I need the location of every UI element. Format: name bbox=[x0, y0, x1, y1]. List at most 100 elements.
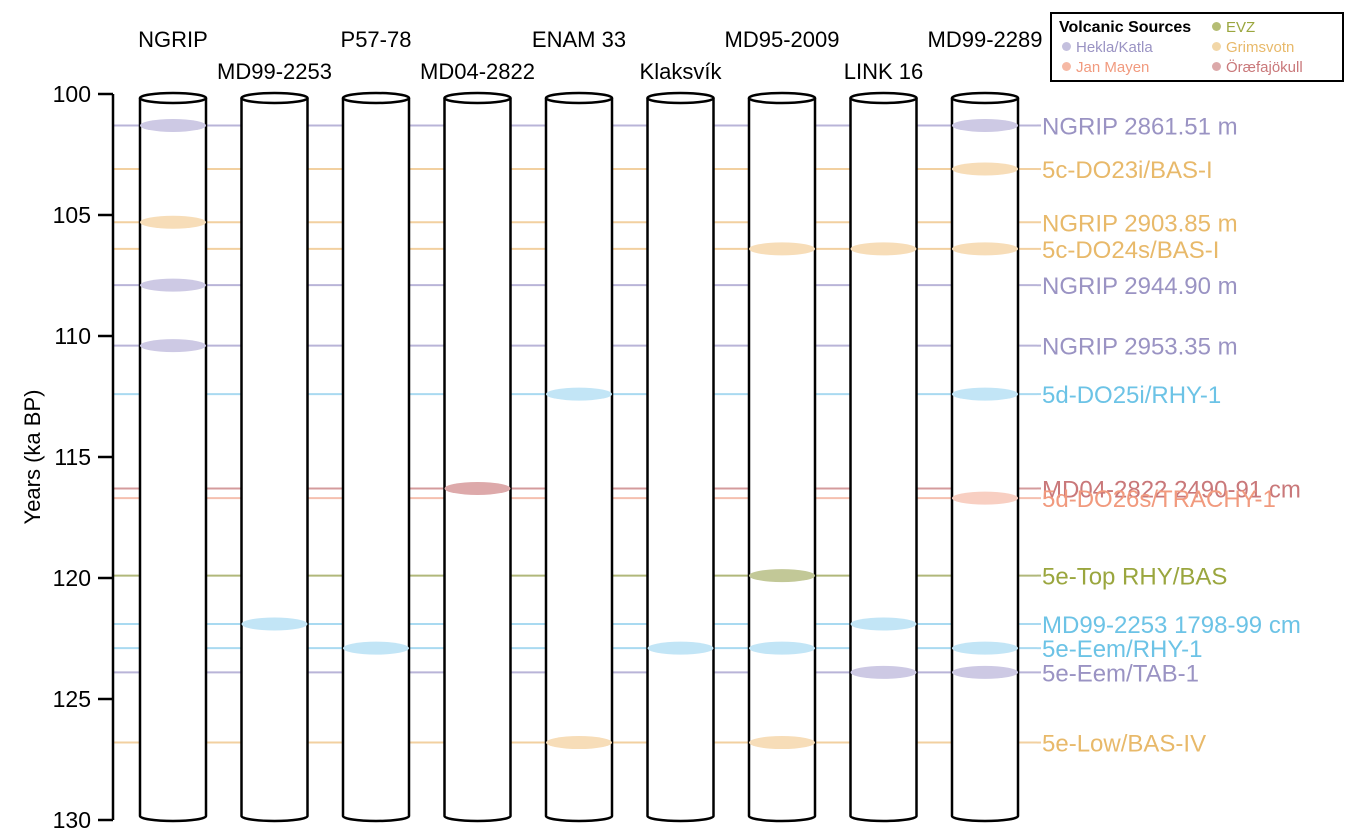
y-tick-label: 125 bbox=[53, 686, 91, 712]
tephra-marker bbox=[952, 162, 1018, 176]
legend-dot-icon bbox=[1212, 62, 1221, 71]
core-columns bbox=[138, 91, 1020, 823]
core-title: NGRIP bbox=[138, 27, 208, 52]
legend-item-oraefajokull: Öræfajökull bbox=[1212, 59, 1303, 76]
core-title: ENAM 33 bbox=[532, 27, 626, 52]
core-column bbox=[240, 91, 309, 823]
core-column bbox=[849, 91, 918, 823]
core-body bbox=[646, 98, 715, 823]
core-column bbox=[950, 91, 1020, 823]
tephra-label: 5e-Low/BAS-IV bbox=[1042, 731, 1206, 758]
tephra-marker bbox=[546, 736, 612, 750]
core-body bbox=[240, 98, 309, 823]
tephra-label: 5d-DO26s/TRACHY-1 bbox=[1042, 486, 1276, 513]
core-column bbox=[747, 91, 817, 823]
legend-label: Hekla/Katla bbox=[1076, 39, 1153, 56]
core-body bbox=[849, 98, 918, 823]
tephra-marker bbox=[343, 641, 409, 655]
core-top-cap bbox=[646, 91, 715, 105]
tephra-label: MD99-2253 1798-99 cm bbox=[1042, 612, 1301, 639]
tephra-label: 5e-Eem/RHY-1 bbox=[1042, 636, 1203, 663]
tephra-label: 5e-Top RHY/BAS bbox=[1042, 564, 1227, 591]
core-title: MD95-2009 bbox=[725, 27, 840, 52]
core-title: MD04-2822 bbox=[420, 59, 535, 84]
tephra-label: NGRIP 2953.35 m bbox=[1042, 334, 1238, 361]
tephra-marker bbox=[749, 569, 815, 583]
tephra-marker bbox=[749, 242, 815, 256]
core-body bbox=[443, 98, 512, 823]
legend-label: Jan Mayen bbox=[1076, 59, 1150, 76]
core-title: LINK 16 bbox=[844, 59, 924, 84]
tephra-marker bbox=[850, 242, 917, 256]
tephra-marker bbox=[952, 491, 1018, 505]
core-title: P57-78 bbox=[341, 27, 412, 52]
core-title: Klaksvík bbox=[640, 59, 723, 84]
legend-title: Volcanic Sources bbox=[1059, 19, 1192, 36]
legend-label: EVZ bbox=[1226, 19, 1256, 36]
tephra-marker bbox=[140, 118, 206, 132]
legend-item-hekla-katla: Hekla/Katla bbox=[1062, 39, 1153, 56]
tephra-label: 5c-DO24s/BAS-I bbox=[1042, 237, 1219, 264]
y-tick-label: 130 bbox=[53, 807, 91, 829]
legend-dot-icon bbox=[1062, 42, 1071, 51]
y-tick-label: 105 bbox=[53, 202, 91, 228]
core-top-cap bbox=[747, 91, 817, 105]
core-column bbox=[443, 91, 512, 823]
core-top-cap bbox=[849, 91, 918, 105]
core-column bbox=[544, 91, 614, 823]
legend-item-evz: EVZ bbox=[1212, 19, 1255, 36]
tephra-label: NGRIP 2944.90 m bbox=[1042, 273, 1238, 300]
tephra-marker bbox=[140, 215, 206, 229]
legend-dot-icon bbox=[1062, 62, 1071, 71]
core-column bbox=[646, 91, 715, 823]
tephra-labels: NGRIP 2861.51 m 5c-DO23i/BAS-I NGRIP 2903.… bbox=[1042, 113, 1301, 757]
tephra-marker bbox=[952, 665, 1018, 679]
tephra-marker bbox=[749, 641, 815, 655]
legend-dot-icon bbox=[1212, 22, 1221, 31]
tephra-label: 5c-DO23i/BAS-I bbox=[1042, 157, 1213, 184]
tephra-marker bbox=[140, 339, 206, 353]
core-top-cap bbox=[443, 91, 512, 105]
core-body bbox=[544, 98, 614, 823]
tephra-marker bbox=[241, 617, 308, 631]
tephra-marker bbox=[952, 387, 1018, 401]
core-body bbox=[341, 98, 411, 823]
core-body bbox=[950, 98, 1020, 823]
core-titles: NGRIP MD99-2253 P57-78 MD04-2822 ENAM 33 Klak… bbox=[138, 27, 1042, 84]
tephra-marker bbox=[444, 481, 511, 495]
core-top-cap bbox=[950, 91, 1020, 105]
y-axis: 100 105 110 115 120 125 130 Years (ka BP) bbox=[20, 81, 115, 833]
core-top-cap bbox=[341, 91, 411, 105]
core-column bbox=[138, 91, 208, 823]
tephra-label: 5e-Eem/TAB-1 bbox=[1042, 660, 1199, 687]
legend-label: Öræfajökull bbox=[1226, 59, 1303, 76]
y-tick-label: 110 bbox=[54, 323, 91, 349]
tephra-label: MD04-2822 2490-91 cm bbox=[1042, 476, 1301, 503]
legend-label: Grimsvotn bbox=[1226, 39, 1295, 56]
tephra-label: 5d-DO25i/RHY-1 bbox=[1042, 382, 1221, 409]
core-body bbox=[747, 98, 817, 823]
core-body bbox=[138, 98, 208, 823]
legend-dot-icon bbox=[1212, 42, 1221, 51]
tephra-marker bbox=[546, 387, 612, 401]
tephra-marker bbox=[850, 665, 917, 679]
tephra-label: NGRIP 2861.51 m bbox=[1042, 113, 1238, 140]
tephra-marker bbox=[749, 736, 815, 750]
tephra-marker bbox=[647, 641, 714, 655]
y-tick-label: 120 bbox=[53, 565, 91, 591]
y-tick-label: 115 bbox=[54, 444, 91, 470]
tephra-marker bbox=[952, 118, 1018, 132]
y-axis-label: Years (ka BP) bbox=[20, 390, 45, 525]
core-top-cap bbox=[544, 91, 614, 105]
tephra-marker bbox=[952, 242, 1018, 256]
tephra-marker bbox=[952, 641, 1018, 655]
core-top-cap bbox=[138, 91, 208, 105]
tephra-marker bbox=[140, 278, 206, 292]
tephra-marker bbox=[850, 617, 917, 631]
core-title: MD99-2289 bbox=[928, 27, 1043, 52]
legend-item-grimsvotn: Grimsvotn bbox=[1212, 39, 1294, 56]
core-top-cap bbox=[240, 91, 309, 105]
legend-item-jan-mayen: Jan Mayen bbox=[1062, 59, 1149, 76]
